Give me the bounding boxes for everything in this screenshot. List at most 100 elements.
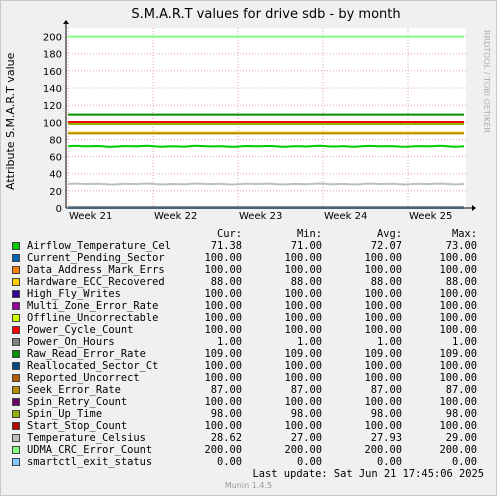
legend: Cur: Min: Avg: Max: Airflow_Temperature_… (12, 228, 482, 468)
y-tick-label: 200 (43, 33, 62, 44)
legend-swatch (12, 242, 20, 250)
munin-version: Munin 1.4.5 (224, 481, 273, 490)
legend-header: Cur: Min: Avg: Max: (12, 228, 482, 240)
legend-min: 88.00 (290, 276, 322, 288)
legend-row: UDMA_CRC_Error_Count 200.00 200.00 200.00 20… (12, 444, 482, 456)
legend-max: 0.00 (451, 456, 477, 468)
legend-cur: 100.00 (204, 360, 242, 372)
legend-max: 100.00 (439, 252, 477, 264)
legend-cur: 100.00 (204, 288, 242, 300)
legend-cur: 1.00 (216, 336, 242, 348)
legend-avg: 100.00 (364, 396, 402, 408)
legend-cur: 100.00 (204, 396, 242, 408)
series-line (67, 182, 465, 186)
y-tick-label: 40 (49, 170, 62, 181)
legend-swatch (12, 302, 20, 310)
legend-max: 1.00 (451, 336, 477, 348)
x-tick-label: Week 21 (69, 211, 112, 222)
legend-row: Data_Address_Mark_Errs 100.00 100.00 100.00… (12, 264, 482, 276)
y-tick-label: 100 (43, 118, 62, 129)
legend-series-name: Start_Stop_Count (27, 420, 128, 432)
legend-cur: 100.00 (204, 300, 242, 312)
legend-min: 100.00 (284, 324, 322, 336)
legend-avg: 100.00 (364, 420, 402, 432)
legend-cur: 100.00 (204, 252, 242, 264)
legend-max: 88.00 (445, 276, 477, 288)
legend-cur: 71.38 (210, 240, 242, 252)
legend-header-max: Max: (451, 228, 477, 240)
legend-row: Current_Pending_Sector 100.00 100.00 100.00… (12, 252, 482, 264)
legend-row: Spin_Up_Time 98.00 98.00 98.00 98.00 (12, 408, 482, 420)
legend-min: 100.00 (284, 396, 322, 408)
legend-cur: 28.62 (210, 432, 242, 444)
legend-avg: 87.00 (370, 384, 402, 396)
legend-row: Reported_Uncorrect 100.00 100.00 100.00 100.… (12, 372, 482, 384)
legend-avg: 0.00 (376, 456, 402, 468)
legend-max: 73.00 (445, 240, 477, 252)
legend-header-avg: Avg: (376, 228, 402, 240)
legend-avg: 100.00 (364, 324, 402, 336)
legend-swatch (12, 266, 20, 274)
legend-min: 98.00 (290, 408, 322, 420)
legend-avg: 100.00 (364, 372, 402, 384)
legend-min: 100.00 (284, 360, 322, 372)
legend-min: 27.00 (290, 432, 322, 444)
y-tick-label: 80 (49, 135, 62, 146)
legend-row: Power_On_Hours 1.00 1.00 1.00 1.00 (12, 336, 482, 348)
legend-swatch (12, 326, 20, 334)
legend-swatch (12, 422, 20, 430)
legend-cur: 87.00 (210, 384, 242, 396)
legend-cur: 100.00 (204, 420, 242, 432)
legend-row: smartctl_exit_status 0.00 0.00 0.00 0.00 (12, 456, 482, 468)
legend-min: 100.00 (284, 312, 322, 324)
legend-avg: 100.00 (364, 312, 402, 324)
x-tick-label: Week 25 (409, 211, 452, 222)
legend-avg: 100.00 (364, 252, 402, 264)
legend-swatch (12, 458, 20, 466)
legend-min: 100.00 (284, 420, 322, 432)
legend-cur: 100.00 (204, 324, 242, 336)
legend-series-name: Multi_Zone_Error_Rate (27, 300, 159, 312)
legend-swatch (12, 350, 20, 358)
legend-max: 100.00 (439, 324, 477, 336)
legend-row: Multi_Zone_Error_Rate 100.00 100.00 100.00 1… (12, 300, 482, 312)
legend-cur: 88.00 (210, 276, 242, 288)
legend-row: Start_Stop_Count 100.00 100.00 100.00 100.00 (12, 420, 482, 432)
legend-cur: 100.00 (204, 264, 242, 276)
legend-series-name: Airflow_Temperature_Cel (27, 240, 171, 252)
y-axis-label: Attribute S.M.A.R.T value (4, 52, 17, 190)
legend-max: 109.00 (439, 348, 477, 360)
legend-swatch (12, 374, 20, 382)
legend-series-name: High_Fly_Writes (27, 288, 121, 300)
legend-cur: 100.00 (204, 372, 242, 384)
legend-swatch (12, 338, 20, 346)
legend-max: 100.00 (439, 360, 477, 372)
legend-min: 1.00 (296, 336, 322, 348)
legend-series-name: UDMA_CRC_Error_Count (27, 444, 153, 456)
legend-min: 100.00 (284, 252, 322, 264)
legend-max: 100.00 (439, 372, 477, 384)
legend-swatch (12, 254, 20, 262)
legend-max: 100.00 (439, 288, 477, 300)
legend-series-name: Data_Address_Mark_Errs (27, 264, 165, 276)
legend-series-name: Temperature_Celsius (27, 432, 146, 444)
legend-min: 0.00 (296, 456, 322, 468)
y-tick-label: 140 (43, 84, 62, 95)
legend-row: Hardware_ECC_Recovered 88.00 88.00 88.00 88.… (12, 276, 482, 288)
legend-cur: 100.00 (204, 312, 242, 324)
legend-row: Spin_Retry_Count 100.00 100.00 100.00 100.00 (12, 396, 482, 408)
legend-min: 100.00 (284, 264, 322, 276)
legend-min: 200.00 (284, 444, 322, 456)
legend-series-name: Current_Pending_Sector (27, 252, 165, 264)
legend-row: Seek_Error_Rate 87.00 87.00 87.00 87.00 (12, 384, 482, 396)
legend-row: Power_Cycle_Count 100.00 100.00 100.00 100.0… (12, 324, 482, 336)
legend-series-name: Spin_Up_Time (27, 408, 103, 420)
y-axis-arrow (63, 20, 69, 24)
legend-swatch (12, 434, 20, 442)
legend-row: High_Fly_Writes 100.00 100.00 100.00 100.00 (12, 288, 482, 300)
legend-swatch (12, 398, 20, 406)
y-tick-label: 20 (49, 187, 62, 198)
legend-swatch (12, 278, 20, 286)
legend-header-min: Min: (296, 228, 322, 240)
